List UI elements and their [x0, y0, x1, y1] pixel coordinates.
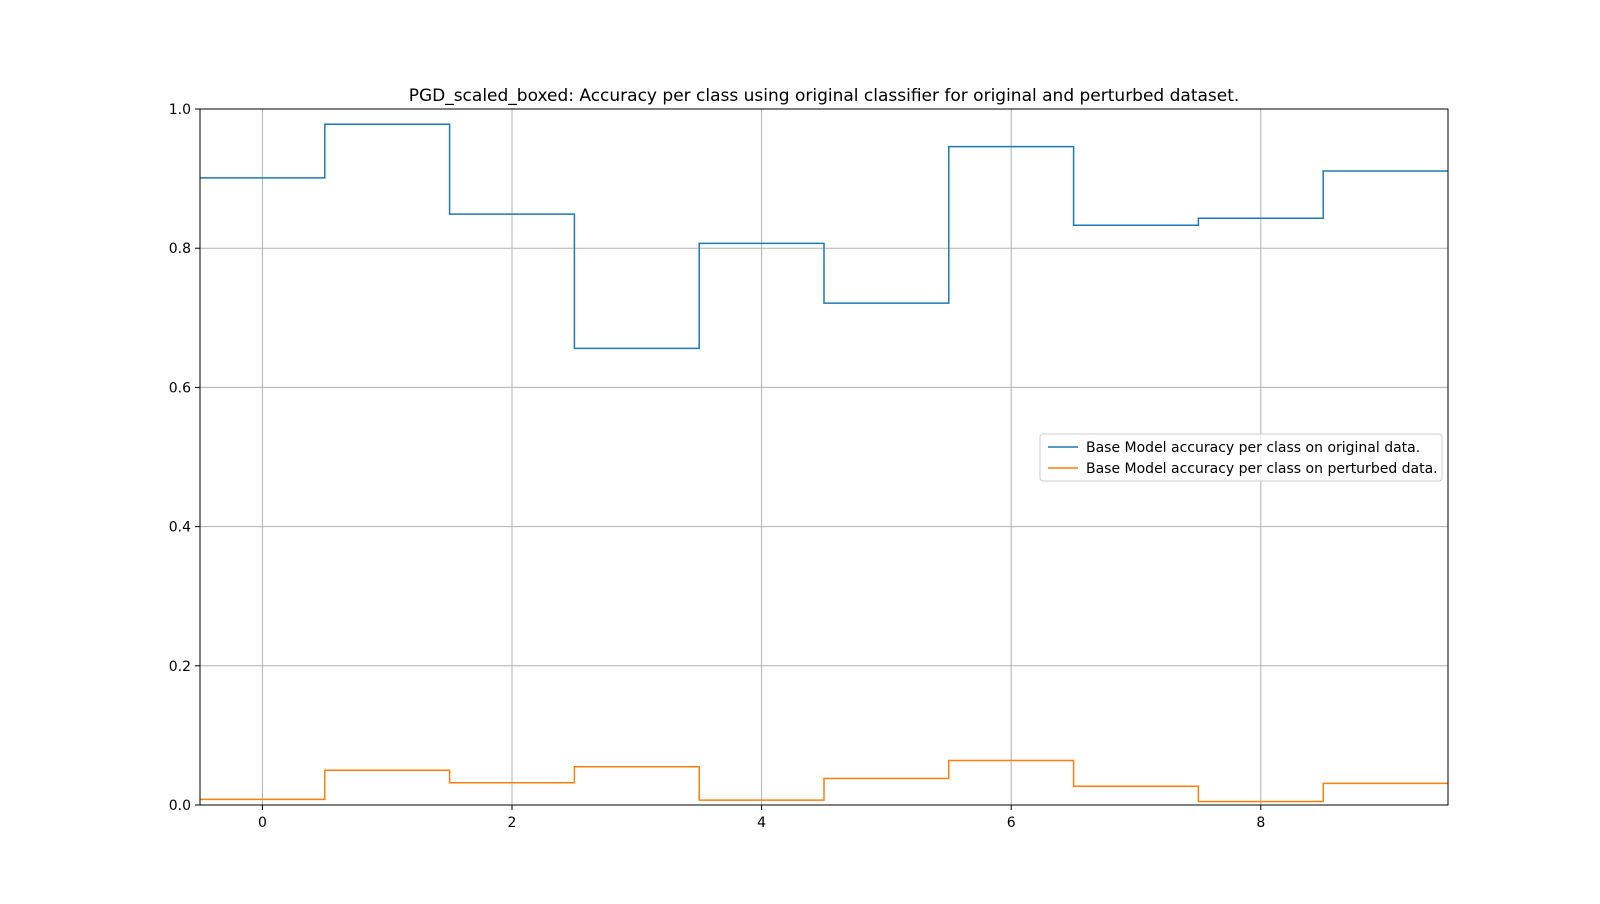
x-tick-label: 8	[1256, 815, 1265, 831]
series-line-0	[200, 123, 1448, 350]
x-tick-label: 4	[757, 815, 766, 831]
y-tick-label: 0.8	[169, 241, 191, 257]
y-axis-ticks: 0.0 0.2 0.4 0.6 0.8 1.0	[169, 102, 200, 814]
series-lines	[200, 123, 1448, 803]
y-tick-label: 0.0	[169, 798, 191, 814]
legend-label-0: Base Model accuracy per class on origina…	[1086, 440, 1420, 456]
x-tick-label: 6	[1007, 815, 1016, 831]
legend-label-1: Base Model accuracy per class on perturb…	[1086, 461, 1438, 477]
legend: Base Model accuracy per class on origina…	[1039, 433, 1443, 482]
y-tick-label: 1.0	[169, 102, 191, 118]
y-tick-label: 0.4	[169, 520, 191, 536]
x-axis-ticks: 0 2 4 6 8	[258, 805, 1265, 831]
legend-box	[1039, 433, 1443, 482]
y-tick-label: 0.2	[169, 659, 191, 675]
x-tick-label: 0	[258, 815, 267, 831]
plot-frame	[199, 108, 1449, 806]
y-tick-label: 0.6	[169, 380, 191, 396]
chart-title: PGD_scaled_boxed: Accuracy per class usi…	[409, 86, 1240, 106]
x-tick-label: 2	[508, 815, 517, 831]
series-line-1	[200, 759, 1448, 803]
